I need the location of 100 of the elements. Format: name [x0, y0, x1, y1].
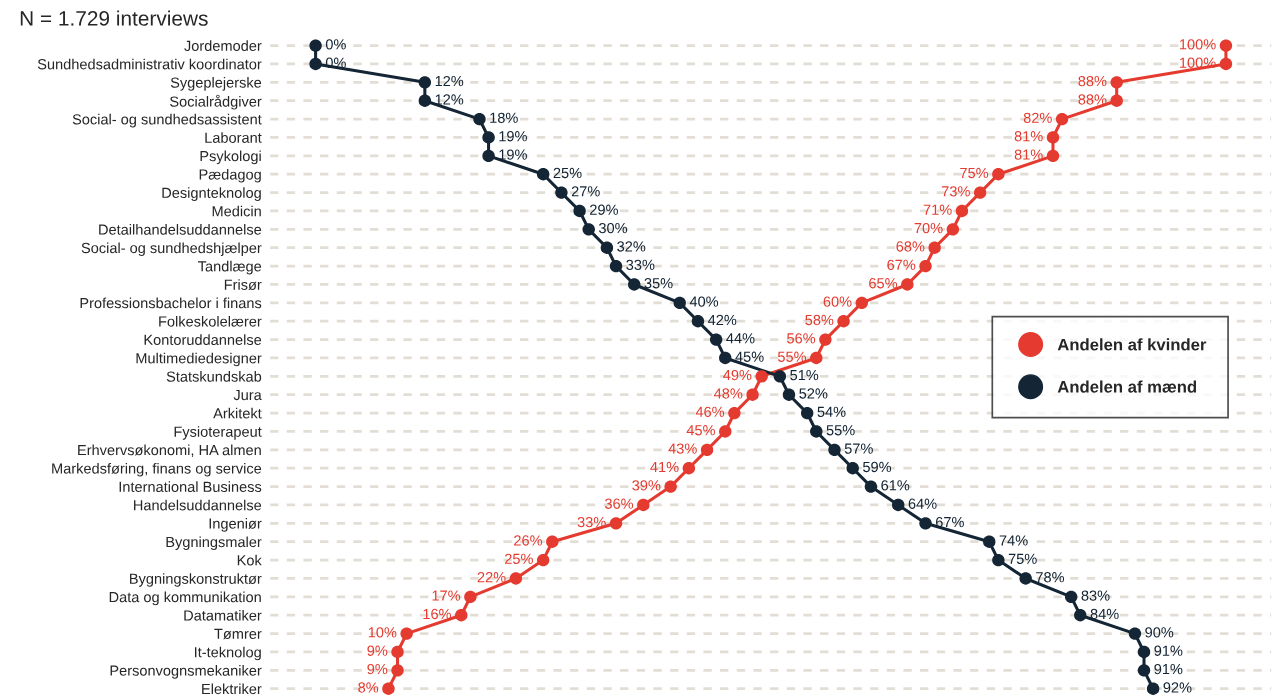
point — [1019, 572, 1032, 585]
y-tick-label: Laborant — [205, 132, 262, 143]
point — [1110, 76, 1123, 89]
point — [1064, 590, 1078, 604]
point — [682, 462, 696, 475]
point — [628, 278, 641, 291]
point — [928, 241, 941, 254]
y-tick-label: Handelsuddannelse — [134, 499, 262, 511]
point — [755, 370, 768, 383]
point — [1055, 112, 1069, 126]
point — [992, 553, 1005, 567]
point — [1046, 131, 1060, 144]
data-label: 19% — [499, 149, 527, 160]
data-label: 78% — [1036, 572, 1065, 583]
point — [709, 333, 723, 346]
point — [573, 204, 586, 218]
data-label: 81% — [1014, 149, 1043, 160]
point — [1137, 645, 1151, 659]
data-label: 57% — [844, 443, 873, 454]
data-label: 74% — [999, 535, 1028, 546]
y-tick-label: Jordemoder — [184, 40, 262, 52]
point — [864, 480, 878, 493]
data-label: 61% — [881, 480, 910, 491]
point — [992, 168, 1005, 181]
point — [1110, 94, 1123, 107]
point — [482, 149, 495, 163]
data-label: 46% — [695, 406, 725, 417]
point — [983, 535, 996, 548]
data-label: 41% — [650, 461, 679, 473]
point — [1219, 57, 1233, 71]
data-label: 9% — [367, 663, 388, 675]
point — [719, 425, 732, 438]
point — [309, 57, 322, 71]
point — [919, 517, 932, 530]
data-label: 32% — [617, 241, 646, 252]
data-label: 42% — [708, 314, 737, 326]
legend-label: Andelen af mænd — [1057, 380, 1197, 393]
data-label: 36% — [604, 498, 634, 509]
point — [955, 204, 969, 218]
data-label: 60% — [823, 296, 852, 307]
data-label: 56% — [787, 333, 816, 344]
point — [746, 388, 759, 401]
data-label: 9% — [367, 645, 388, 656]
y-tick-label: Statskundskab — [166, 371, 262, 382]
data-label: 43% — [668, 443, 697, 454]
data-label: 40% — [689, 296, 719, 307]
data-label: 84% — [1090, 608, 1119, 620]
data-label: 16% — [423, 608, 452, 620]
y-tick-label: Folkeskolelærer — [159, 315, 262, 327]
y-tick-label: Datamatiker — [184, 609, 262, 621]
data-label: 30% — [598, 222, 628, 234]
data-label: 49% — [723, 369, 752, 381]
y-tick-label: Bygningsmaler — [166, 536, 262, 551]
point — [536, 168, 550, 181]
data-label: 92% — [1163, 682, 1192, 693]
point — [391, 664, 404, 677]
y-tick-label: Data og kommunikation — [109, 591, 261, 606]
data-label: 59% — [863, 461, 892, 473]
point — [691, 315, 705, 328]
point — [846, 462, 859, 475]
point — [810, 425, 823, 438]
point — [582, 223, 595, 236]
data-label: 91% — [1154, 645, 1183, 656]
y-tick-label: Sundhedsadministrativ koordinator — [37, 58, 262, 70]
data-label: 44% — [726, 333, 755, 344]
point — [1046, 149, 1060, 163]
point — [728, 406, 741, 420]
data-label: 75% — [960, 167, 989, 179]
y-tick-label: Frisør — [224, 279, 262, 291]
y-tick-label: Multimediedesigner — [136, 352, 262, 367]
point — [473, 112, 486, 126]
data-label: 70% — [914, 222, 943, 234]
point — [418, 76, 432, 89]
y-tick-label: Jura — [233, 389, 262, 401]
point — [892, 498, 905, 512]
data-label: 26% — [514, 535, 543, 546]
data-label: 45% — [735, 351, 764, 362]
y-tick-label: International Business — [119, 481, 262, 493]
legend-label: Andelen af kvinder — [1057, 338, 1207, 351]
point — [509, 572, 523, 585]
y-tick-label: Professionsbachelor i finans — [80, 297, 262, 309]
y-tick-label: Elektriker — [202, 683, 262, 695]
point — [800, 406, 814, 420]
data-label: 27% — [571, 186, 600, 197]
data-label: 88% — [1078, 75, 1107, 87]
point — [919, 259, 932, 273]
y-tick-label: Social- og sundhedsassistent — [72, 113, 262, 128]
data-label: 58% — [805, 314, 834, 326]
data-label: 45% — [686, 425, 716, 436]
data-label: 55% — [826, 425, 855, 436]
data-label: 33% — [577, 516, 606, 528]
data-label: 25% — [553, 167, 582, 179]
point — [391, 645, 404, 659]
point — [773, 370, 787, 383]
data-label: 35% — [644, 278, 673, 289]
point — [719, 351, 732, 365]
data-label: 52% — [799, 388, 828, 399]
point — [455, 609, 468, 622]
data-label: 29% — [590, 204, 618, 215]
point — [1128, 627, 1142, 640]
